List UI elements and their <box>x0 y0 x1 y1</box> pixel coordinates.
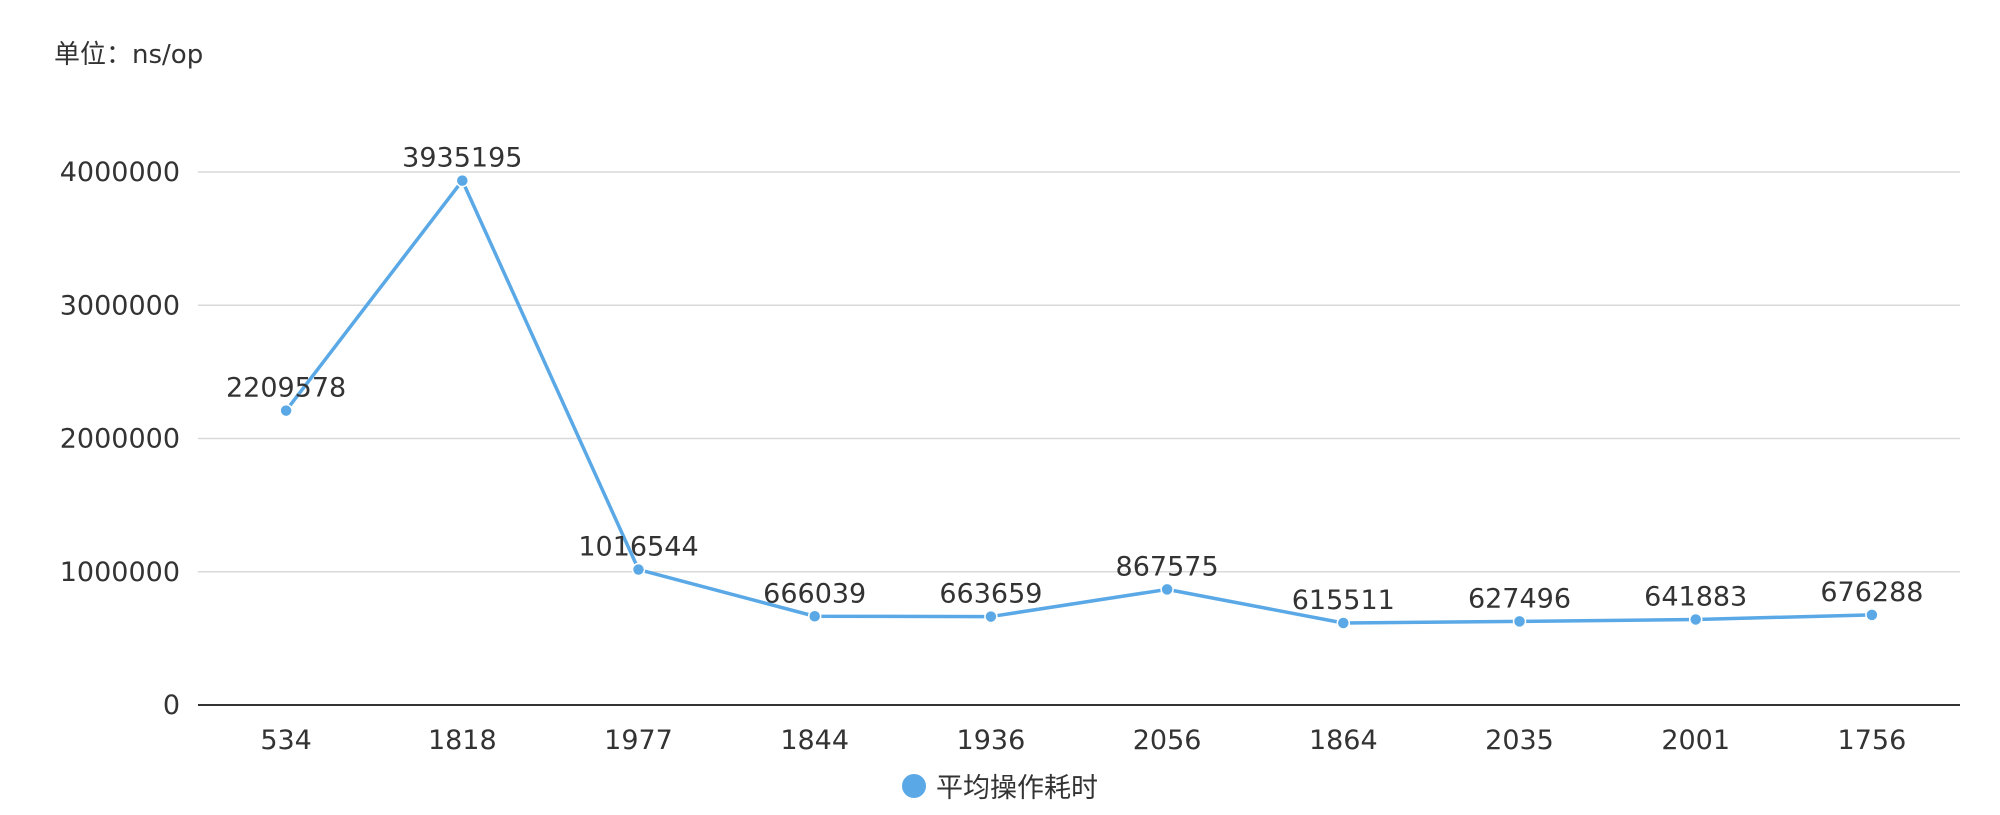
y-tick-label: 1000000 <box>60 557 180 588</box>
series-line <box>284 178 1872 625</box>
x-tick-label: 2056 <box>1133 725 1202 756</box>
data-point[interactable] <box>1512 614 1527 629</box>
data-point[interactable] <box>1865 608 1879 622</box>
data-label: 676288 <box>1820 577 1923 608</box>
y-tick-label: 4000000 <box>60 157 180 188</box>
data-label: 627496 <box>1468 583 1571 614</box>
data-label: 2209578 <box>226 373 346 404</box>
x-tick-label: 2001 <box>1661 725 1730 756</box>
x-tick-label: 2035 <box>1485 725 1554 756</box>
data-label: 641883 <box>1644 581 1747 612</box>
legend[interactable]: 平均操作耗时 <box>0 766 2000 805</box>
y-tick-label: 3000000 <box>60 290 180 321</box>
x-tick-label: 1844 <box>780 725 849 756</box>
data-point[interactable] <box>631 562 646 577</box>
data-point[interactable] <box>279 403 293 418</box>
y-tick-label: 2000000 <box>60 424 180 455</box>
x-tick-label: 1864 <box>1309 725 1378 756</box>
data-point[interactable] <box>1688 612 1703 627</box>
x-tick-label: 1818 <box>428 725 497 756</box>
x-tick-label: 1977 <box>604 725 673 756</box>
legend-marker-icon <box>902 773 926 798</box>
data-point[interactable] <box>1336 616 1351 630</box>
data-label: 3935195 <box>402 143 522 174</box>
data-point[interactable] <box>807 609 822 624</box>
data-label: 1016544 <box>578 532 698 563</box>
y-tick-label: 0 <box>163 690 180 721</box>
unit-label: 单位：ns/op <box>54 40 204 70</box>
legend-label: 平均操作耗时 <box>936 773 1098 804</box>
grid-lines <box>198 171 1960 573</box>
data-label: 666039 <box>763 578 866 609</box>
data-label: 663659 <box>939 579 1042 610</box>
x-tick-label: 1756 <box>1838 725 1907 756</box>
data-label: 867575 <box>1116 551 1219 582</box>
data-point[interactable] <box>1160 582 1174 597</box>
data-label: 615511 <box>1292 585 1395 616</box>
data-point[interactable] <box>455 173 470 188</box>
data-points <box>279 173 1879 630</box>
x-tick-label: 1936 <box>957 725 1026 756</box>
axes: 0 1000000 2000000 3000000 4000000 534 1818 1977… <box>60 157 1960 756</box>
x-tick-label: 534 <box>260 725 312 756</box>
data-labels: 2209578 3935195 1016544 666039 663659 867575 6… <box>226 143 1923 616</box>
data-point[interactable] <box>984 609 998 624</box>
series-lines <box>284 178 1872 625</box>
